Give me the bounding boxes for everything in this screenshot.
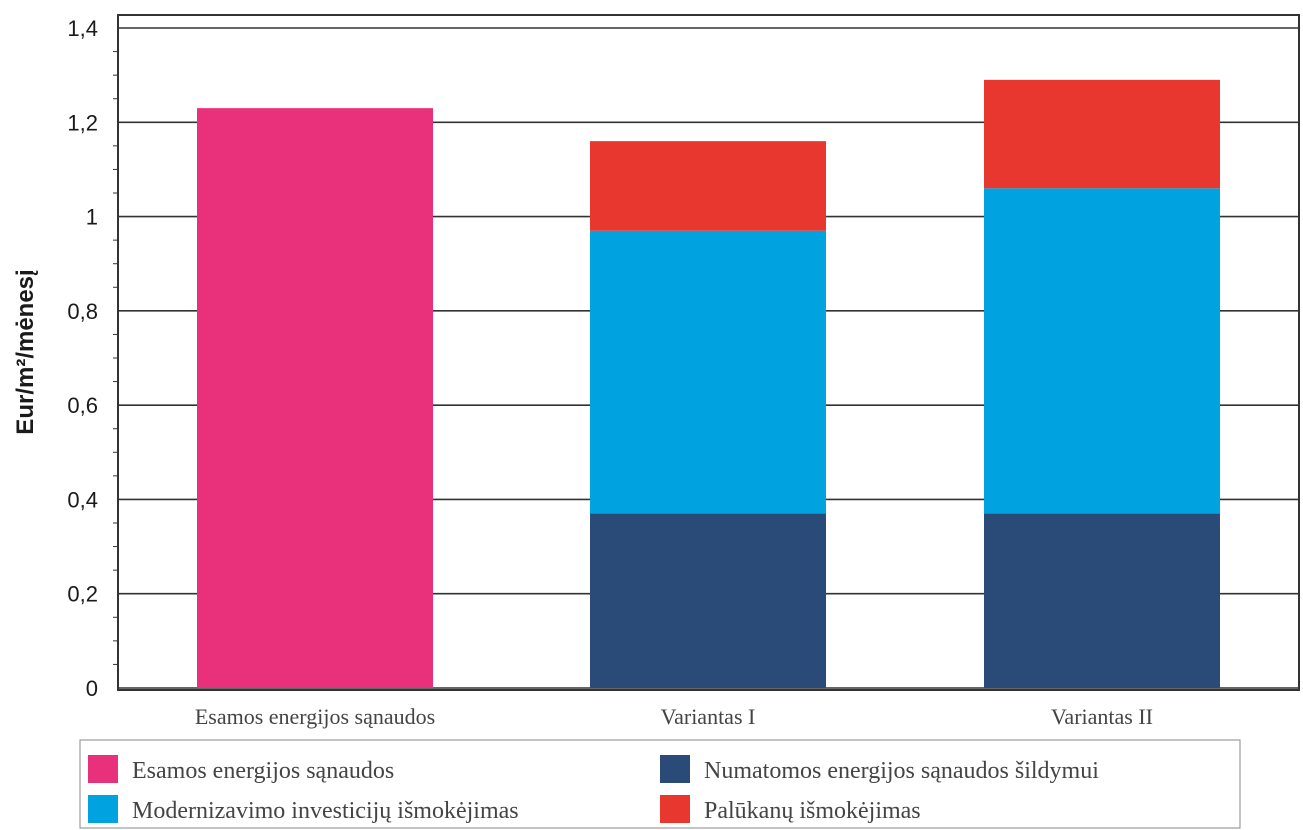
bar-segment (984, 79, 1220, 189)
y-tick-label: 0,4 (67, 487, 98, 512)
legend-swatch (660, 795, 690, 823)
y-tick-label: 1,4 (67, 16, 98, 41)
legend: Esamos energijos sąnaudos Modernizavimo i… (88, 755, 1099, 824)
x-category-label: Esamos energijos sąnaudos (195, 704, 435, 729)
legend-swatch (88, 795, 118, 823)
y-axis-label: Eur/m²/mėnesį (12, 269, 39, 434)
y-tick-label: 1 (86, 205, 98, 230)
legend-label: Palūkanų išmokėjimas (704, 798, 921, 824)
bar-segment (590, 513, 826, 688)
x-category-label: Variantas II (1051, 704, 1153, 729)
legend-label: Modernizavimo investicijų išmokėjimas (132, 798, 519, 824)
legend-swatch (88, 755, 118, 783)
x-category-label: Variantas I (661, 704, 756, 729)
bar-segment (984, 188, 1220, 514)
x-axis: Esamos energijos sąnaudos Variantas I Vari… (195, 704, 1153, 729)
y-tick-label: 0,8 (67, 299, 98, 324)
bar-segment (590, 230, 826, 514)
y-axis: 0 0,2 0,4 0,6 0,8 1 1,2 1,4 (67, 16, 118, 701)
legend-swatch (660, 755, 690, 783)
bars (197, 79, 1220, 688)
y-tick-label: 0,6 (67, 393, 98, 418)
plot-frame (117, 14, 1300, 691)
legend-label: Numatomos energijos sąnaudos šildymui (704, 758, 1099, 784)
y-tick-label: 0,2 (67, 582, 98, 607)
y-tick-label: 1,2 (67, 110, 98, 135)
legend-label: Esamos energijos sąnaudos (132, 758, 394, 784)
y-tick-label: 0 (86, 676, 98, 701)
bar-segment (984, 513, 1220, 688)
bar-segment (197, 108, 433, 688)
bar-segment (590, 141, 826, 231)
